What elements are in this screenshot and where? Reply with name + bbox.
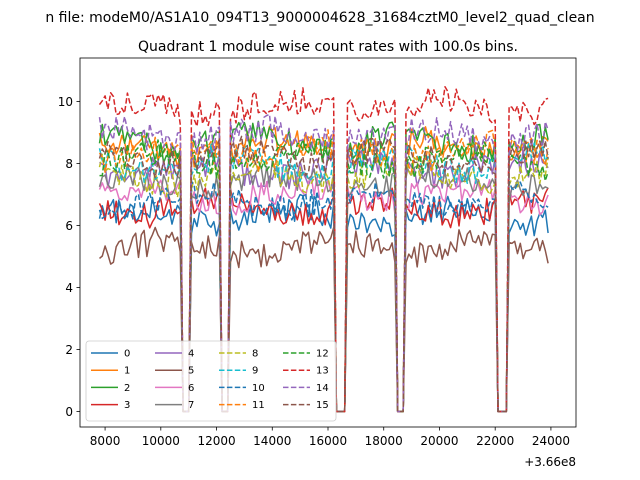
legend-label-4: 4 [188,349,194,360]
x-tick-label: 16000 [309,434,347,448]
y-tick-label: 2 [65,343,73,357]
legend-label-3: 3 [124,400,130,411]
x-tick-label: 10000 [142,434,180,448]
series-line-13 [98,86,549,413]
series-line-5 [99,226,549,413]
legend-label-14: 14 [316,383,329,394]
series-line-3 [98,187,549,413]
series-line-14 [98,113,549,413]
legend-label-0: 0 [124,349,130,360]
legend-label-11: 11 [252,400,265,411]
x-tick-label: 14000 [253,434,291,448]
figure-suptitle: n file: modeM0/AS1A10_094T13_9000004628_… [45,10,594,26]
legend-label-2: 2 [124,383,130,394]
x-tick-label: 12000 [197,434,235,448]
legend-label-10: 10 [252,383,265,394]
series-line-10 [98,180,549,413]
y-tick-label: 4 [65,281,73,295]
x-tick-label: 24000 [532,434,570,448]
legend-label-15: 15 [316,400,329,411]
legend-label-6: 6 [188,383,194,394]
legend-label-1: 1 [124,366,130,377]
legend-label-12: 12 [316,349,329,360]
legend-label-8: 8 [252,349,258,360]
series-line-15 [98,135,549,413]
legend-frame [85,340,337,422]
legend-label-7: 7 [188,400,194,411]
y-tick-label: 0 [65,405,73,419]
legend-label-5: 5 [188,366,194,377]
x-tick-label: 8000 [90,434,121,448]
legend-label-13: 13 [316,366,329,377]
x-axis-offset-label: +3.66e8 [524,455,576,469]
x-tick-label: 18000 [365,434,403,448]
x-axis: 8000 10000 12000 14000 16000 18000 20000 22000 2… [90,427,570,448]
y-tick-label: 6 [65,219,73,233]
y-axis: 0 2 4 6 8 10 [58,95,80,419]
y-tick-label: 10 [58,95,73,109]
x-tick-label: 22000 [476,434,514,448]
chart-title: Quadrant 1 module wise count rates with … [138,39,518,55]
x-tick-label: 20000 [420,434,458,448]
series-layer [98,86,549,413]
y-tick-label: 8 [65,157,73,171]
legend-label-9: 9 [252,366,258,377]
